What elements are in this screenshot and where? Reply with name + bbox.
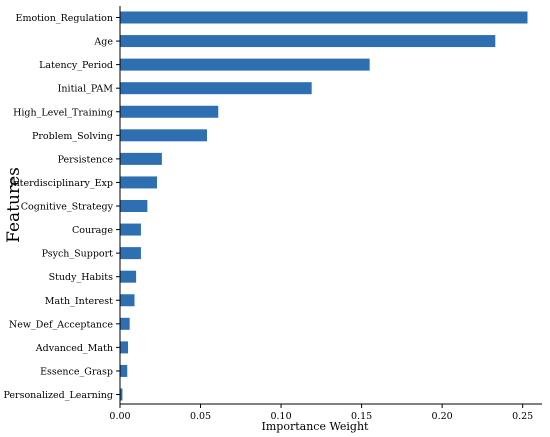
- bar-emotion-regulation: [120, 11, 528, 24]
- x-ticks: 0.00 0.05 0.10 0.15 0.20 0.25: [109, 404, 533, 422]
- y-axis-label: Features: [4, 167, 24, 243]
- x-axis-label: Importance Weight: [262, 420, 369, 433]
- bar-interdisciplinary-exp: [120, 176, 158, 189]
- bar-persistence: [120, 152, 162, 165]
- bar-essence-grasp: [120, 364, 128, 377]
- bar-cognitive-strategy: [120, 200, 148, 212]
- y-tick-labels: Emotion_Regulation Age Latency_Period Initi…: [3, 13, 120, 401]
- bar-problem-solving: [120, 129, 207, 142]
- y-tick-label-advanced-math: Advanced_Math: [35, 343, 113, 354]
- y-tick-label-psych-support: Psych_Support: [42, 249, 114, 260]
- y-tick-label-cognitive-strategy: Cognitive_Strategy: [21, 202, 114, 213]
- y-tick-label-study-habits: Study_Habits: [49, 272, 114, 283]
- bars-group: [120, 11, 528, 401]
- bar-courage: [120, 223, 141, 236]
- y-tick-label-new-def-acceptance: New_Def_Acceptance: [9, 319, 113, 330]
- bar-advanced-math: [120, 341, 129, 354]
- y-tick-label-emotion-regulation: Emotion_Regulation: [16, 13, 113, 24]
- y-tick-label-high-level-training: High_Level_Training: [13, 107, 113, 118]
- bar-new-def-acceptance: [120, 317, 130, 330]
- y-tick-label-essence-grasp: Essence_Grasp: [40, 366, 113, 377]
- bar-initial-pam: [120, 82, 312, 95]
- x-tick-label: 0.00: [109, 411, 130, 422]
- y-tick-label-personalized-learning: Personalized_Learning: [3, 390, 113, 401]
- x-tick-label: 0.10: [270, 411, 291, 422]
- bar-study-habits: [120, 270, 137, 283]
- bar-age: [120, 35, 496, 48]
- x-tick-label: 0.05: [190, 411, 211, 422]
- y-tick-label-problem-solving: Problem_Solving: [32, 131, 113, 142]
- bar-math-interest: [120, 294, 135, 307]
- x-tick-label: 0.25: [512, 411, 533, 422]
- x-tick-label: 0.20: [432, 411, 453, 422]
- y-tick-label-math-interest: Math_Interest: [45, 296, 113, 307]
- y-tick-label-initial-pam: Initial_PAM: [58, 84, 114, 95]
- x-tick-label: 0.15: [351, 411, 372, 422]
- y-tick-label-persistence: Persistence: [58, 154, 114, 165]
- y-tick-label-interdisciplinary-exp: Interdisciplinary_Exp: [10, 178, 113, 189]
- bar-personalized-learning: [120, 388, 123, 401]
- y-tick-label-latency-period: Latency_Period: [39, 60, 113, 71]
- y-tick-label-courage: Courage: [72, 225, 113, 236]
- y-tick-label-age: Age: [93, 37, 113, 48]
- bar-high-level-training: [120, 105, 219, 118]
- bar-latency-period: [120, 58, 370, 71]
- bar-psych-support: [120, 247, 141, 260]
